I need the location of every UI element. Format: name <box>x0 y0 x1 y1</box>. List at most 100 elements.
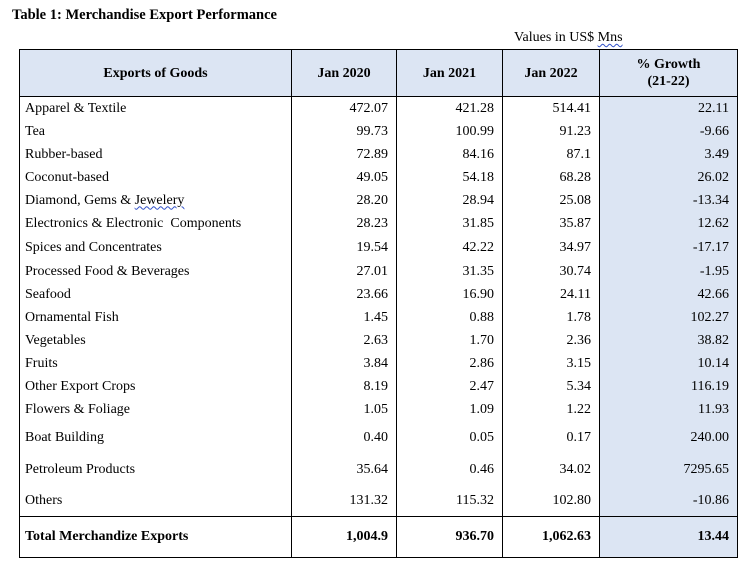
row-jan-2020: 49.05 <box>291 166 397 189</box>
header-jan-2020: Jan 2020 <box>291 49 397 97</box>
row-jan-2021: 2.86 <box>396 352 503 375</box>
row-name: Flowers & Foliage <box>19 398 292 422</box>
table-title: Table 1: Merchandise Export Performance <box>12 7 277 23</box>
row-jan-2021: 84.16 <box>396 143 503 166</box>
row-jan-2022: 24.11 <box>502 283 600 306</box>
row-name: Diamond, Gems & Jewelery <box>19 189 292 212</box>
row-jan-2020: 28.23 <box>291 212 397 236</box>
row-name: Petroleum Products <box>19 454 292 486</box>
row-growth: 26.02 <box>599 166 738 189</box>
row-jan-2020: 23.66 <box>291 283 397 306</box>
header-row: Exports of Goods Jan 2020 Jan 2021 Jan 2… <box>19 49 738 97</box>
row-jan-2020: 472.07 <box>291 96 397 120</box>
row-jan-2022: 35.87 <box>502 212 600 236</box>
table-row: Tea 99.73 100.99 91.23 -9.66 <box>19 120 738 143</box>
header-jan-2021: Jan 2021 <box>396 49 503 97</box>
row-jan-2021: 31.85 <box>396 212 503 236</box>
row-jan-2021: 2.47 <box>396 375 503 398</box>
total-jan-2022: 1,062.63 <box>502 516 600 558</box>
total-jan-2020: 1,004.9 <box>291 516 397 558</box>
row-jan-2021: 31.35 <box>396 260 503 283</box>
row-name-suffix: Jewelery <box>134 192 185 208</box>
row-name: Vegetables <box>19 329 292 352</box>
row-growth: -1.95 <box>599 260 738 283</box>
row-jan-2022: 514.41 <box>502 96 600 120</box>
row-jan-2022: 34.97 <box>502 236 600 260</box>
row-jan-2020: 99.73 <box>291 120 397 143</box>
row-jan-2022: 0.17 <box>502 422 600 454</box>
table-row: Boat Building 0.40 0.05 0.17 240.00 <box>19 422 738 454</box>
row-jan-2022: 2.36 <box>502 329 600 352</box>
table-row: Other Export Crops 8.19 2.47 5.34 116.19 <box>19 375 738 398</box>
row-jan-2021: 0.05 <box>396 422 503 454</box>
row-growth: -9.66 <box>599 120 738 143</box>
total-name: Total Merchandize Exports <box>19 516 292 558</box>
row-jan-2020: 2.63 <box>291 329 397 352</box>
row-jan-2021: 16.90 <box>396 283 503 306</box>
row-jan-2022: 34.02 <box>502 454 600 486</box>
row-jan-2021: 42.22 <box>396 236 503 260</box>
row-growth: 116.19 <box>599 375 738 398</box>
row-jan-2021: 1.09 <box>396 398 503 422</box>
total-row: Total Merchandize Exports 1,004.9 936.70… <box>19 516 738 558</box>
row-jan-2022: 68.28 <box>502 166 600 189</box>
row-jan-2022: 102.80 <box>502 486 600 517</box>
table-row: Ornamental Fish 1.45 0.88 1.78 102.27 <box>19 306 738 329</box>
row-jan-2021: 100.99 <box>396 120 503 143</box>
row-jan-2022: 30.74 <box>502 260 600 283</box>
row-jan-2022: 1.78 <box>502 306 600 329</box>
row-growth: 42.66 <box>599 283 738 306</box>
row-jan-2020: 35.64 <box>291 454 397 486</box>
row-jan-2022: 87.1 <box>502 143 600 166</box>
row-growth: -10.86 <box>599 486 738 517</box>
table-row: Processed Food & Beverages 27.01 31.35 3… <box>19 260 738 283</box>
row-name: Other Export Crops <box>19 375 292 398</box>
row-jan-2020: 72.89 <box>291 143 397 166</box>
row-name: Electronics & Electronic Components <box>19 212 292 236</box>
row-name: Fruits <box>19 352 292 375</box>
row-jan-2020: 1.05 <box>291 398 397 422</box>
table-row: Vegetables 2.63 1.70 2.36 38.82 <box>19 329 738 352</box>
row-jan-2020: 3.84 <box>291 352 397 375</box>
row-growth: 102.27 <box>599 306 738 329</box>
table-row: Flowers & Foliage 1.05 1.09 1.22 11.93 <box>19 398 738 422</box>
table-row: Others 131.32 115.32 102.80 -10.86 <box>19 486 738 517</box>
row-jan-2020: 1.45 <box>291 306 397 329</box>
table-row: Fruits 3.84 2.86 3.15 10.14 <box>19 352 738 375</box>
header-growth: % Growth (21-22) <box>599 49 738 97</box>
row-jan-2021: 0.46 <box>396 454 503 486</box>
units-prefix: Values in US$ <box>514 30 598 45</box>
row-name: Others <box>19 486 292 517</box>
export-table: Exports of Goods Jan 2020 Jan 2021 Jan 2… <box>19 49 738 558</box>
row-name: Boat Building <box>19 422 292 454</box>
header-jan-2022: Jan 2022 <box>502 49 600 97</box>
table-row: Coconut-based 49.05 54.18 68.28 26.02 <box>19 166 738 189</box>
table-row: Rubber-based 72.89 84.16 87.1 3.49 <box>19 143 738 166</box>
row-growth: 38.82 <box>599 329 738 352</box>
row-jan-2022: 25.08 <box>502 189 600 212</box>
header-goods: Exports of Goods <box>19 49 292 97</box>
row-jan-2020: 0.40 <box>291 422 397 454</box>
header-growth-line1: % Growth <box>636 57 701 72</box>
row-growth: 12.62 <box>599 212 738 236</box>
total-jan-2021: 936.70 <box>396 516 503 558</box>
units-suffix: Mns <box>597 30 623 45</box>
row-name-prefix: Diamond, Gems & <box>25 192 135 208</box>
row-jan-2021: 28.94 <box>396 189 503 212</box>
units-note: Values in US$ Mns <box>514 30 623 46</box>
row-jan-2022: 3.15 <box>502 352 600 375</box>
total-growth: 13.44 <box>599 516 738 558</box>
row-growth: 22.11 <box>599 96 738 120</box>
table-row: Electronics & Electronic Components 28.2… <box>19 212 738 236</box>
row-jan-2021: 54.18 <box>396 166 503 189</box>
header-growth-line2: (21-22) <box>647 74 690 89</box>
table-row: Diamond, Gems & Jewelery 28.20 28.94 25.… <box>19 189 738 212</box>
row-name: Spices and Concentrates <box>19 236 292 260</box>
row-jan-2021: 115.32 <box>396 486 503 517</box>
row-name: Seafood <box>19 283 292 306</box>
row-jan-2020: 27.01 <box>291 260 397 283</box>
row-name: Rubber-based <box>19 143 292 166</box>
row-growth: 7295.65 <box>599 454 738 486</box>
row-name: Coconut-based <box>19 166 292 189</box>
row-growth: -17.17 <box>599 236 738 260</box>
